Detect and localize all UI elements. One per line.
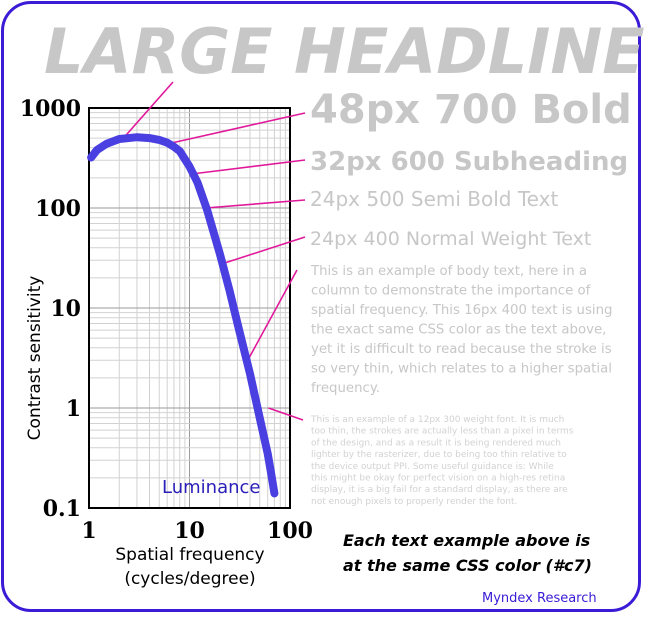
body-text-12px: This is an example of a 12px 300 weight … [310, 415, 574, 507]
body-12-line: lighter by the rasterizer, due to being … [311, 450, 567, 460]
leader-line [122, 81, 174, 139]
body-12-line: too thin, the strokes are actually less … [311, 427, 574, 437]
note-line-2: at the same CSS color (#c7) [343, 556, 592, 575]
y-tick-label: 1000 [20, 96, 81, 122]
y-axis-label: Contrast sensitivity [25, 276, 45, 441]
leader-line [193, 159, 306, 175]
chart-grid [88, 108, 290, 509]
body-16-line: frequency. [311, 381, 380, 396]
body-12-line: the device output PPI. Some useful guida… [311, 462, 554, 472]
luminance-curve [87, 133, 279, 498]
body-16-line: column to demonstrate the importance of [311, 284, 591, 299]
sample-48px-bold: 48px 700 Bold [310, 87, 632, 133]
sample-24px-normal: 24px 400 Normal Weight Text [310, 228, 591, 250]
y-tick-label: 10 [50, 296, 81, 322]
leader-line [223, 236, 306, 265]
series-label-luminance: Luminance [162, 477, 260, 498]
x-tick-label: 10 [174, 518, 205, 544]
credit: Myndex Research [482, 591, 597, 606]
y-tick-label: 100 [35, 196, 81, 222]
body-12-line: display, it is a big fail for a standard… [311, 485, 568, 495]
x-tick-label: 1 [81, 518, 96, 544]
note-line-1: Each text example above is [343, 531, 590, 550]
figure-frame [1, 1, 641, 612]
leader-line [268, 407, 304, 421]
body-16-line: so very thin, which relates to a higher … [311, 362, 612, 377]
leader-lines [122, 81, 306, 421]
leader-line [168, 112, 306, 145]
body-16-line: spatial frequency. This 16px 400 text is… [311, 303, 612, 318]
body-16-line: This is an example of body text, here in… [310, 264, 587, 279]
leader-line [247, 269, 298, 361]
sample-32px-subheading: 32px 600 Subheading [310, 147, 628, 177]
body-12-line: this might be okay for perfect vision on… [311, 474, 565, 484]
large-headline: LARGE HEADLINE [44, 15, 645, 88]
y-tick-label: 0.1 [43, 496, 81, 522]
y-tick-label: 1 [66, 396, 81, 422]
body-text-16px: This is an example of body text, here in… [310, 264, 612, 396]
body-12-line: This is an example of a 12px 300 weight … [310, 415, 564, 425]
body-12-line: not enough pixels to properly render the… [311, 497, 517, 507]
x-axis-label-line2: (cycles/degree) [124, 569, 255, 589]
body-16-line: yet it is difficult to read because the … [311, 342, 612, 357]
body-16-line: the exact same CSS color as the text abo… [311, 323, 606, 338]
leader-line [205, 199, 306, 209]
sample-24px-semibold: 24px 500 Semi Bold Text [310, 187, 558, 211]
plot-area-border [88, 107, 291, 509]
x-tick-label: 100 [267, 518, 313, 544]
x-axis-label-line1: Spatial frequency [115, 545, 264, 565]
body-12-line: of the design, and as a result it is bei… [311, 438, 561, 448]
